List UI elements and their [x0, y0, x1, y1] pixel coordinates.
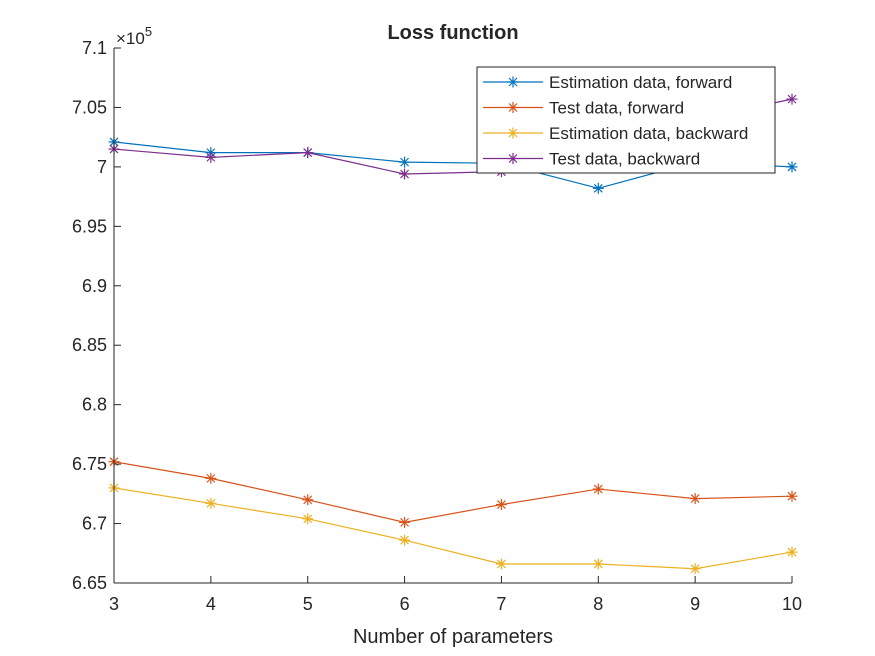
series-line-3	[113, 487, 793, 570]
legend-item-4: Test data, backward	[483, 150, 700, 169]
data-point-s3-2	[205, 497, 217, 509]
data-point-s3-5	[495, 558, 507, 570]
y-tick-label-3: 6.75	[72, 454, 107, 474]
data-point-s2-3	[302, 494, 314, 506]
legend-item-2: Test data, forward	[483, 99, 684, 118]
y-axis-exponent: ×105	[116, 24, 152, 48]
x-tick-label-8: 10	[782, 594, 802, 614]
x-tick-label-2: 4	[206, 594, 216, 614]
data-point-s1-4	[399, 156, 411, 168]
y-tick-label-8: 7	[97, 157, 107, 177]
legend-marker-icon	[507, 76, 519, 88]
data-point-s2-5	[495, 499, 507, 511]
data-point-s3-6	[592, 558, 604, 570]
data-point-s2-7	[689, 493, 701, 505]
data-point-s2-4	[399, 516, 411, 528]
legend-marker-icon	[507, 127, 519, 139]
y-tick-label-10: 7.1	[82, 38, 107, 58]
y-tick-label-6: 6.9	[82, 276, 107, 296]
legend-box	[476, 66, 776, 174]
data-point-s2-6	[592, 483, 604, 495]
data-point-s3-4	[399, 534, 411, 546]
data-point-s3-8	[786, 546, 798, 558]
data-point-s2-8	[786, 490, 798, 502]
chart-title: Loss function	[387, 22, 518, 44]
legend-item-1: Estimation data, forward	[483, 73, 732, 92]
data-point-s1-8	[786, 161, 798, 173]
series-line-2	[113, 461, 793, 523]
y-tick-label-1: 6.65	[72, 573, 107, 593]
legend-item-3: Estimation data, backward	[483, 124, 748, 143]
x-tick-label-6: 8	[593, 594, 603, 614]
legend-label: Estimation data, backward	[549, 124, 748, 143]
legend-marker-icon	[507, 102, 519, 113]
data-point-s4-2	[205, 151, 217, 163]
axes-layer: 3 4 5 6 7 8 9 10 6.65 6.7 6.75 6.8 6.85 6.9 6.95 7 7.05 7…	[72, 38, 802, 614]
data-point-s3-7	[689, 563, 701, 575]
y-tick-label-2: 6.7	[82, 514, 107, 534]
x-tick-label-3: 5	[303, 594, 313, 614]
data-point-s4-3	[302, 147, 314, 159]
legend: Estimation data, forward Test data, forwa…	[476, 66, 776, 174]
y-tick-label-4: 6.8	[82, 395, 107, 415]
y-exponent-base: ×10	[116, 29, 145, 48]
y-tick-label-9: 7.05	[72, 97, 107, 117]
legend-marker-icon	[507, 153, 519, 164]
legend-label: Test data, forward	[549, 99, 684, 118]
data-point-s3-3	[302, 513, 314, 525]
data-point-s2-2	[205, 472, 217, 484]
x-axis-label: Number of parameters	[353, 626, 553, 648]
legend-label: Test data, backward	[549, 150, 700, 169]
data-point-s1-6	[592, 182, 604, 194]
x-tick-label-7: 9	[690, 594, 700, 614]
data-point-s4-4	[399, 168, 411, 180]
x-tick-label-1: 3	[109, 594, 119, 614]
y-exponent-power: 5	[145, 24, 152, 39]
x-tick-label-4: 6	[400, 594, 410, 614]
y-tick-label-5: 6.85	[72, 335, 107, 355]
data-point-s4-8	[786, 93, 798, 105]
legend-label: Estimation data, forward	[549, 73, 732, 92]
y-tick-label-7: 6.95	[72, 216, 107, 236]
x-tick-label-5: 7	[496, 594, 506, 614]
